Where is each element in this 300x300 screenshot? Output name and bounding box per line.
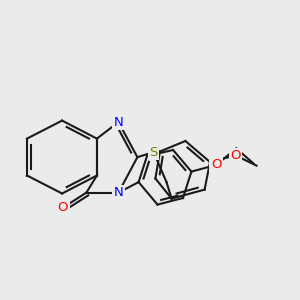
Text: O: O [230,149,241,162]
Text: O: O [58,201,68,214]
Text: S: S [149,146,158,159]
Text: N: N [114,186,123,199]
Text: N: N [114,116,123,129]
Text: O: O [211,158,221,172]
